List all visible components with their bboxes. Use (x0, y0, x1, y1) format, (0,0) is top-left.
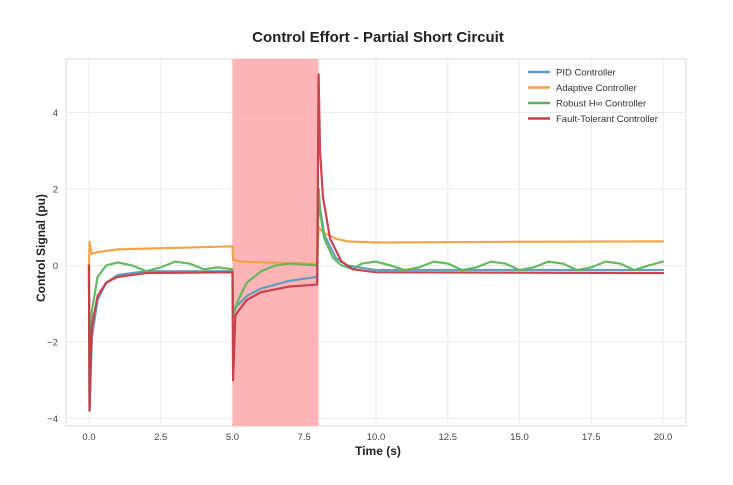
legend-label: PID Controller (556, 68, 616, 79)
series-line-4 (87, 73, 665, 412)
y-axis-label: Control Signal (pu) (34, 194, 48, 302)
x-tick-label: 12.5 (439, 432, 458, 443)
fault-region-shading (232, 59, 319, 426)
series-line-2 (87, 226, 665, 267)
legend: PID Controller Adaptive Controller Robust … (528, 68, 658, 125)
tick-labels: 0.0 2.5 5.0 7.5 10.0 12.5 15.0 17.5 20.0 −4 −2 0 2 4 (47, 108, 672, 443)
y-tick-label: −2 (47, 337, 58, 348)
y-tick-label: −4 (47, 414, 58, 425)
y-tick-label: 0 (53, 261, 58, 272)
series-line-1 (87, 187, 665, 412)
y-tick-label: 2 (53, 184, 58, 195)
series-line-3 (87, 187, 665, 401)
x-tick-label: 20.0 (654, 432, 673, 443)
x-tick-label: 15.0 (510, 432, 529, 443)
series-lines (87, 73, 665, 412)
legend-label: Robust H∞ Controller (556, 99, 646, 110)
x-tick-label: 5.0 (226, 432, 239, 443)
chart-title: Control Effort - Partial Short Circuit (252, 29, 504, 46)
legend-label: Fault-Tolerant Controller (556, 114, 658, 125)
x-tick-label: 17.5 (582, 432, 601, 443)
x-tick-label: 7.5 (298, 432, 311, 443)
y-tick-label: 4 (53, 108, 58, 119)
legend-label: Adaptive Controller (556, 83, 637, 94)
x-tick-label: 2.5 (154, 432, 167, 443)
x-tick-label: 0.0 (82, 432, 95, 443)
x-axis-label: Time (s) (355, 444, 401, 458)
x-tick-label: 10.0 (367, 432, 386, 443)
